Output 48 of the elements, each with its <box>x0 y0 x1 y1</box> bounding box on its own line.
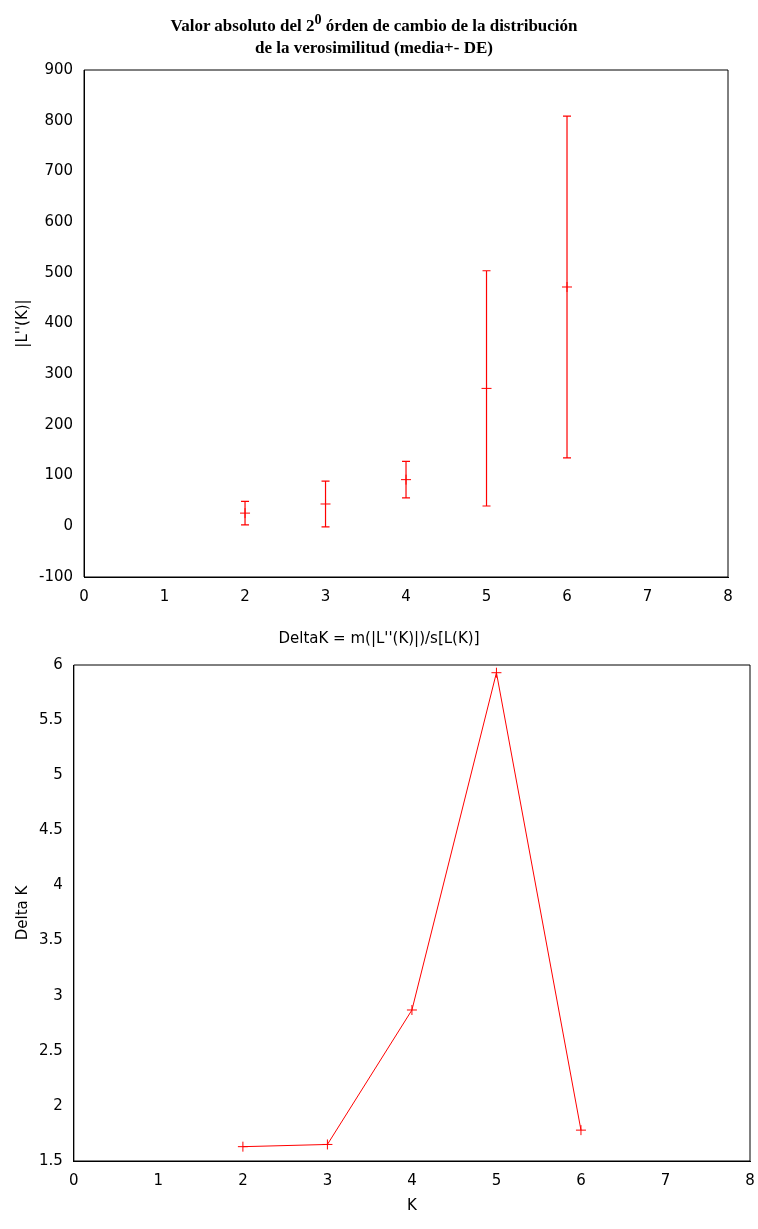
chart-title: Valor absoluto del 2$^{0}$ órden de cambio de la distribución de la verosimilitud (media+- DE) <box>169 10 579 58</box>
y-tick-label: 2 <box>53 1095 63 1114</box>
x-tick-label: 3 <box>320 586 331 605</box>
x-tick-label: 1 <box>153 1170 164 1189</box>
x-tick-label: 4 <box>407 1170 417 1189</box>
x-axis-title: K <box>407 1195 419 1214</box>
y-tick-label: 500 <box>44 262 74 281</box>
x-tick-label: 4 <box>401 586 411 605</box>
point <box>575 1124 587 1136</box>
chart-title: DeltaK = m(|L''(K)|)/s[L(K)] <box>277 628 481 649</box>
point <box>321 1138 333 1150</box>
y-tick-label: 0 <box>63 516 74 535</box>
y-tick-label: 1.5 <box>39 1150 63 1169</box>
point <box>490 667 502 679</box>
y-tick-label: 4 <box>53 875 63 894</box>
y-tick-label: 5 <box>53 765 63 784</box>
y-tick-label: 4.5 <box>39 820 63 839</box>
x-tick-label: 6 <box>562 586 572 605</box>
point <box>237 1141 249 1153</box>
point <box>406 1004 418 1016</box>
y-tick-label: 3 <box>53 985 63 1004</box>
y-tick-label: 3.5 <box>39 930 63 949</box>
y-tick-label: 600 <box>44 211 74 230</box>
y-axis-title: |L''(K)| <box>12 299 31 348</box>
y-tick-label: 200 <box>44 414 74 433</box>
y-axis-title: Delta K <box>12 884 31 941</box>
x-tick-label: 0 <box>79 586 89 605</box>
x-tick-label: 8 <box>723 586 733 605</box>
y-tick-label: 100 <box>44 465 74 484</box>
x-tick-label: 3 <box>322 1170 333 1189</box>
x-tick-label: 5 <box>491 1170 502 1189</box>
y-tick-label: 300 <box>44 364 74 383</box>
x-tick-label: 7 <box>642 586 653 605</box>
y-tick-label: 5.5 <box>39 710 63 728</box>
x-tick-label: 7 <box>660 1170 671 1189</box>
x-tick-label: 2 <box>240 586 250 605</box>
x-tick-label: 2 <box>238 1170 248 1189</box>
y-tick-label: 2.5 <box>39 1040 63 1059</box>
y-tick-label: 700 <box>44 161 74 180</box>
x-tick-label: 1 <box>159 586 170 605</box>
y-tick-label: -100 <box>39 566 74 585</box>
y-tick-label: 900 <box>44 59 74 78</box>
y-tick-label: 6 <box>53 654 63 673</box>
y-tick-label: 800 <box>44 110 74 129</box>
x-tick-label: 8 <box>745 1170 755 1189</box>
x-tick-label: 5 <box>481 586 492 605</box>
y-tick-label: 400 <box>44 313 74 332</box>
x-tick-label: 6 <box>576 1170 586 1189</box>
